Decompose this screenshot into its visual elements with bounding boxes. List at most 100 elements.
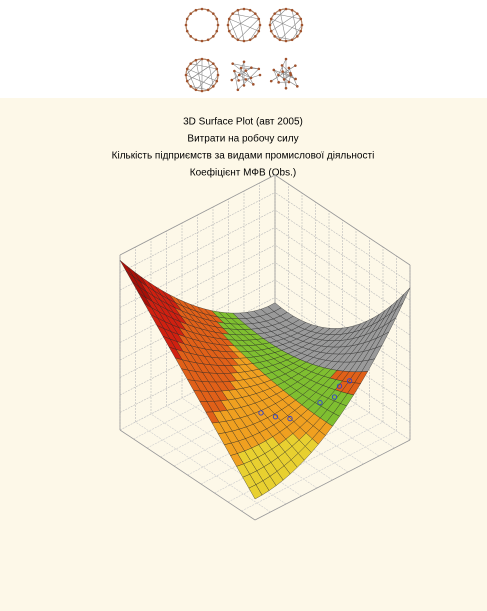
icon-node — [185, 67, 189, 71]
icon-node — [231, 12, 234, 15]
icon-node — [282, 78, 286, 81]
icon-node — [269, 17, 273, 21]
icon-node — [290, 8, 294, 12]
icon-node — [242, 7, 246, 11]
icon-edge — [291, 10, 298, 37]
icon-node — [231, 62, 234, 65]
axis-line — [119, 174, 276, 256]
icon-edge — [279, 18, 301, 40]
axis-line — [254, 439, 411, 521]
icon-edge — [228, 18, 239, 40]
icon-node — [242, 39, 246, 43]
icon-node — [194, 38, 198, 42]
icon-node — [244, 69, 248, 72]
icon-edge — [232, 13, 259, 20]
icon-node — [252, 83, 255, 86]
surface-cell — [248, 484, 263, 500]
icon-edge — [195, 68, 217, 90]
icon-node — [184, 23, 188, 27]
icon-edge — [273, 69, 296, 80]
icon-edge — [234, 70, 239, 81]
icon-node — [284, 86, 288, 90]
icon-node — [194, 58, 198, 62]
icon-node — [278, 38, 282, 42]
icon-node — [273, 35, 276, 38]
icon-edge — [271, 13, 298, 32]
icon-node — [216, 23, 220, 27]
icon-node — [189, 62, 192, 65]
axis-line — [274, 174, 411, 266]
icon-node — [185, 29, 189, 33]
grid-line — [135, 421, 271, 513]
grid-line — [274, 262, 411, 353]
icon-node — [294, 77, 297, 81]
icon-edge — [232, 63, 259, 70]
icon-node — [212, 62, 215, 65]
icon-edge — [185, 74, 214, 87]
icon-node — [212, 85, 215, 88]
icon-edge — [278, 74, 298, 87]
icon-edge — [229, 13, 256, 32]
icon-node — [277, 81, 280, 84]
icon-node — [248, 8, 252, 12]
icon-edge — [237, 18, 259, 40]
icon-node — [237, 73, 241, 77]
icon-edge — [274, 36, 293, 41]
network-icon — [269, 57, 299, 90]
icon-node — [272, 68, 276, 72]
icon-edge — [274, 13, 301, 20]
icon-node — [215, 29, 219, 33]
observed-point — [336, 383, 343, 389]
chart-subtitle: Кількість підприємств за видами промисло… — [112, 151, 375, 162]
icon-node — [294, 64, 297, 67]
icon-node — [189, 85, 192, 88]
icon-edge — [279, 10, 287, 42]
observed-point — [272, 414, 279, 420]
icon-edge — [234, 70, 252, 79]
icon-node — [248, 38, 252, 42]
grid-line — [119, 244, 276, 326]
grid-line — [119, 262, 276, 343]
network-icons — [184, 7, 304, 93]
icon-edge — [282, 71, 291, 74]
icon-node — [257, 17, 261, 21]
chart-title: 3D Surface Plot (авт 2005) — [183, 117, 303, 128]
icon-node — [300, 23, 304, 27]
grid-line — [274, 192, 411, 283]
icon-node — [216, 73, 220, 77]
icon-node — [278, 8, 282, 12]
observed-point — [331, 394, 338, 400]
icon-node — [200, 7, 204, 11]
icon-node — [189, 35, 192, 38]
icon-node — [296, 85, 299, 88]
icon-node — [206, 38, 210, 42]
network-icon — [230, 60, 262, 92]
icon-edge — [190, 63, 217, 70]
icon-node — [273, 12, 276, 15]
icon-node — [194, 8, 198, 12]
icon-edge — [282, 71, 296, 80]
icon-edge — [269, 8, 287, 26]
icon-edge — [231, 67, 252, 81]
icon-node — [200, 89, 204, 93]
icon-node — [194, 88, 198, 92]
icon-node — [269, 29, 273, 33]
icon-node — [189, 12, 192, 15]
icon-node — [284, 7, 288, 11]
icon-edge — [249, 24, 261, 40]
observed-point — [317, 400, 323, 406]
icon-edge — [273, 69, 279, 83]
icon-node — [233, 69, 236, 73]
icon-edge — [288, 67, 298, 87]
grid-line — [274, 209, 411, 301]
icon-node — [281, 70, 284, 73]
icon-node — [242, 84, 246, 87]
icon-node — [215, 67, 219, 71]
icon-node — [200, 39, 204, 43]
icon-edge — [207, 60, 214, 87]
icon-node — [284, 39, 288, 43]
icon-node — [226, 23, 230, 27]
observed-point — [258, 410, 264, 416]
axis-line — [119, 429, 256, 521]
